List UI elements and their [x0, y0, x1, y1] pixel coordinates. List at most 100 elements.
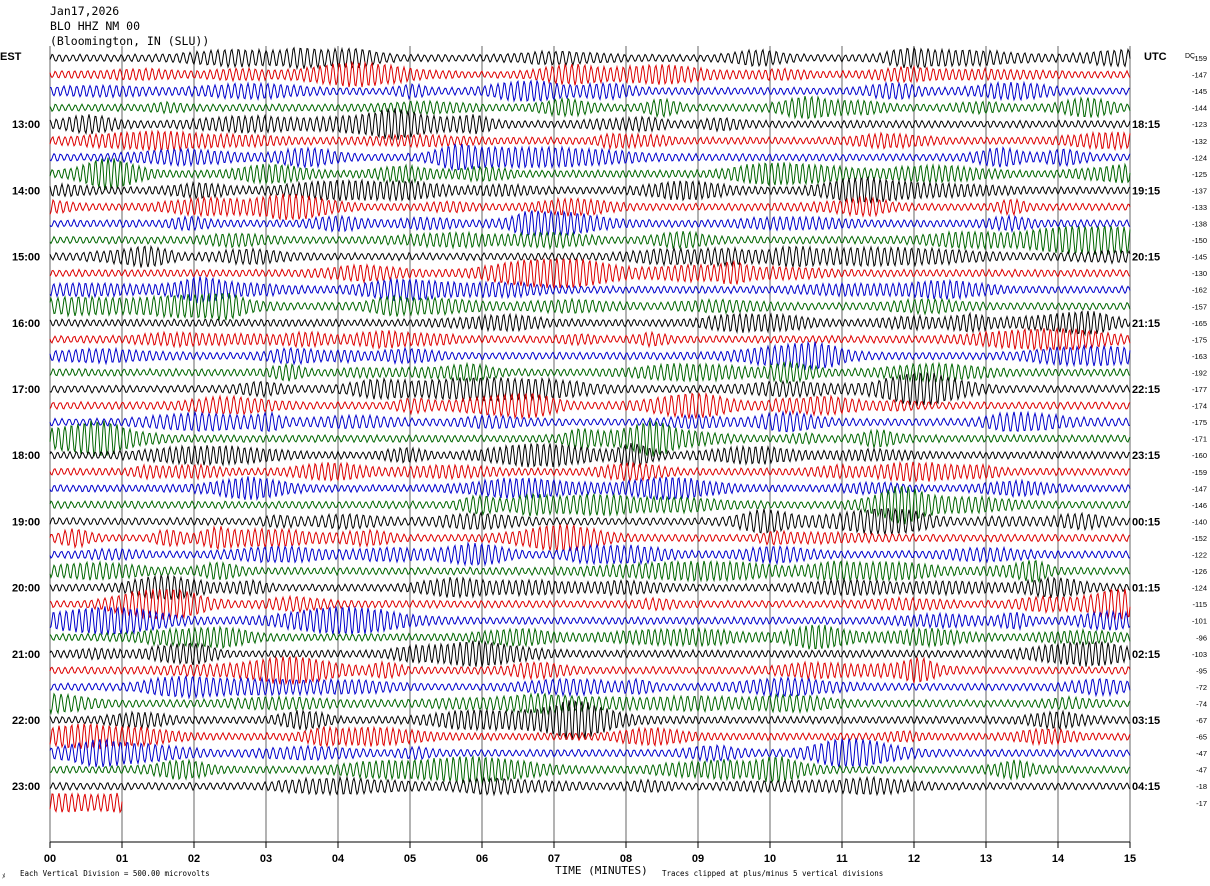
dc-offset-label: -175 [1192, 418, 1207, 427]
x-tick-label: 03 [260, 853, 272, 865]
dc-offset-label: -177 [1192, 385, 1207, 394]
x-axis-title: TIME (MINUTES) [555, 864, 648, 877]
dc-offset-label: -145 [1192, 253, 1207, 262]
dc-offset-label: -124 [1192, 584, 1207, 593]
x-tick-label: 08 [620, 853, 632, 865]
x-tick-label: 00 [44, 853, 56, 865]
right-hour-label: 23:15 [1132, 450, 1160, 462]
dc-offset-label: -152 [1192, 534, 1207, 543]
left-hour-label: 21:00 [12, 649, 40, 661]
trace-line [49, 559, 1131, 584]
dc-offset-label: -147 [1192, 71, 1207, 80]
dc-offset-label: -126 [1192, 567, 1207, 576]
dc-offset-label: -147 [1192, 484, 1207, 493]
trace-line [49, 275, 1131, 304]
dc-offset-label: -159 [1192, 468, 1207, 477]
trace-line [49, 606, 1131, 636]
clip-note: Traces clipped at plus/minus 5 vertical … [662, 869, 883, 878]
trace-line [49, 792, 123, 814]
trace-line [49, 755, 1131, 784]
dc-offset-label: -115 [1193, 600, 1207, 609]
dc-offset-label: -101 [1192, 617, 1207, 626]
right-hour-label: 18:15 [1132, 119, 1160, 131]
trace-line [49, 723, 1131, 750]
station-code: BLO HHZ NM 00 [50, 19, 141, 33]
dc-offset-label: -159 [1192, 54, 1207, 63]
dc-offset-label: -122 [1192, 551, 1207, 560]
trace-line [49, 310, 1131, 337]
trace-line [49, 258, 1131, 289]
trace-line [49, 193, 1131, 221]
dc-offset-label: -95 [1196, 666, 1207, 675]
trace-line [49, 640, 1131, 668]
dc-offset-label: -165 [1192, 319, 1207, 328]
x-tick-label: 10 [764, 853, 776, 865]
dc-offset-label: -132 [1192, 137, 1207, 146]
trace-line [49, 692, 1131, 716]
right-hour-label: 20:15 [1132, 252, 1160, 264]
trace-line [49, 391, 1131, 420]
dc-offset-label: -174 [1192, 402, 1207, 411]
x-tick-label: 05 [404, 853, 416, 865]
x-tick-label: 15 [1124, 853, 1136, 865]
right-hour-label: 00:15 [1132, 516, 1160, 528]
trace-line [49, 507, 1131, 535]
dc-offset-label: -146 [1192, 501, 1207, 510]
dc-offset-label: -138 [1192, 220, 1207, 229]
left-hour-label: 20:00 [12, 583, 40, 595]
x-tick-label: 02 [188, 853, 200, 865]
trace-line [49, 175, 1131, 204]
dc-offset-label: -74 [1196, 699, 1207, 708]
right-hour-label: 03:15 [1132, 715, 1160, 727]
seismic-traces [49, 45, 1131, 814]
trace-line [49, 371, 1131, 407]
trace-line [49, 443, 1131, 468]
x-tick-label: 07 [548, 853, 560, 865]
scale-note: Each Vertical Division = 500.00 microvol… [20, 869, 210, 878]
trace-line [49, 209, 1131, 237]
dc-offset-label: -123 [1192, 120, 1207, 129]
dc-offset-label: -96 [1196, 633, 1207, 642]
dc-offset-label: -124 [1192, 153, 1207, 162]
dc-offset-label: -137 [1192, 186, 1207, 195]
trace-line [49, 700, 1131, 741]
dc-offset-label: -150 [1192, 236, 1207, 245]
x-axis: 00 01 02 03 04 05 06 07 08 09 10 11 12 13 14 15 [44, 841, 1136, 865]
trace-line [49, 107, 1131, 141]
trace-line [49, 292, 1131, 321]
dc-offset-label: -175 [1192, 335, 1207, 344]
x-tick-label: 14 [1052, 853, 1065, 865]
dc-offset-label: -17 [1196, 799, 1207, 808]
dc-offset-label: -18 [1196, 782, 1207, 791]
x-tick-label: 09 [692, 853, 704, 865]
right-timezone-label: UTC [1144, 51, 1167, 63]
trace-line [49, 674, 1131, 700]
station-location: (Bloomington, IN (SLU)) [50, 34, 210, 48]
corner-mark: ﾒ [2, 872, 6, 880]
left-hour-label: 23:00 [12, 781, 40, 793]
trace-line [49, 737, 1131, 769]
trace-line [49, 45, 1131, 71]
trace-line [49, 420, 1131, 457]
trace-line [49, 326, 1131, 352]
trace-line [49, 775, 1131, 797]
trace-line [49, 460, 1131, 483]
trace-line [49, 541, 1131, 567]
left-timezone-label: EST [0, 51, 22, 63]
right-hour-label: 04:15 [1132, 781, 1160, 793]
right-hour-label: 22:15 [1132, 384, 1160, 396]
trace-line [49, 157, 1131, 190]
dc-offset-label: -144 [1192, 104, 1207, 113]
trace-line [49, 655, 1131, 686]
dc-offset-label: -103 [1192, 650, 1207, 659]
dc-offset-label: -163 [1192, 352, 1207, 361]
dc-offset-label: -171 [1192, 435, 1207, 444]
x-tick-label: 13 [980, 853, 992, 865]
x-tick-label: 01 [116, 853, 128, 865]
x-tick-label: 06 [476, 853, 488, 865]
trace-line [49, 95, 1131, 120]
dc-offset-label: -65 [1196, 733, 1207, 742]
trace-line [49, 360, 1131, 384]
right-hour-label: 21:15 [1132, 318, 1160, 330]
